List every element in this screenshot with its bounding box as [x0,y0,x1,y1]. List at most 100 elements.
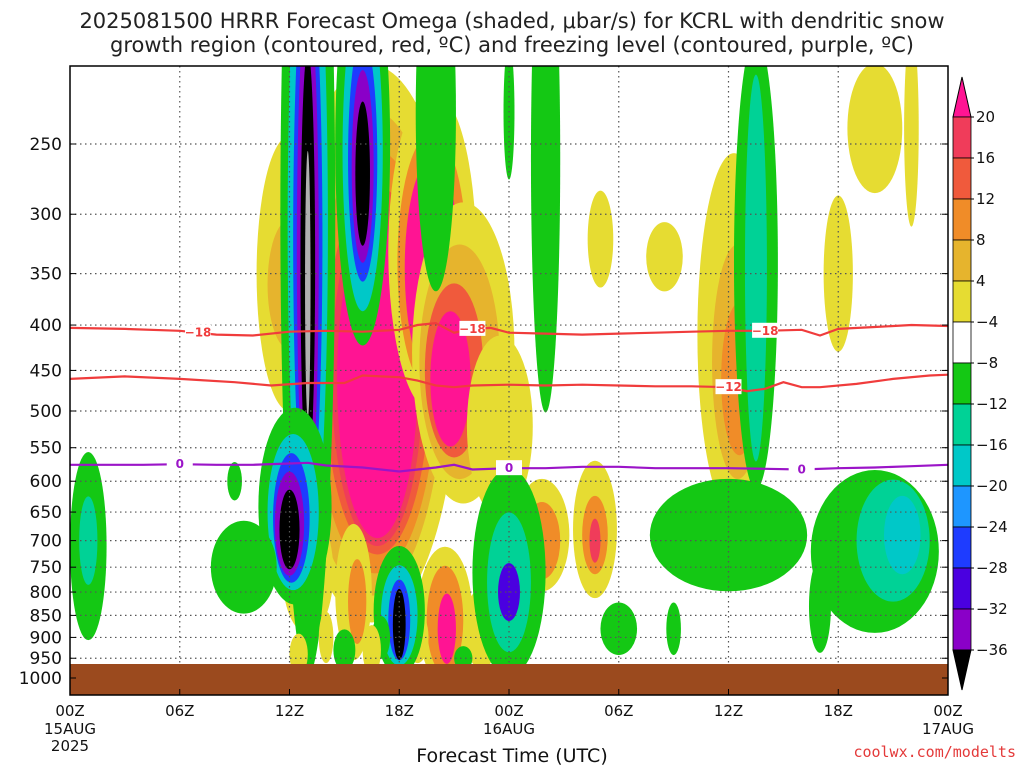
y-tick-label: 250 [30,135,62,155]
omega-cell [808,559,831,653]
colorbar-band [952,362,972,405]
contour-label--18: −18 [459,322,486,336]
colorbar-band [952,280,972,323]
contour-label-bg [185,324,212,340]
omega-cell [666,602,681,656]
contour--12 [70,373,948,393]
contour-label-bg [166,456,193,472]
colorbar-label: −28 [976,559,1008,577]
colorbar-band [952,526,972,569]
contour-label-bg [459,320,486,336]
colorbar-band [952,608,972,651]
y-tick-label: 400 [30,316,62,336]
grid-lines [70,66,948,695]
omega-cell [587,190,614,288]
colorbar-label: 12 [976,190,995,208]
x-tick-date: 16AUG [483,720,535,738]
colorbar-band [952,485,972,528]
y-tick-label: 350 [30,265,62,285]
colorbar-top-arrow [952,76,972,118]
colorbar-label: 20 [976,108,995,126]
y-tick-label: 1000 [19,669,62,689]
contour-label-bg [496,460,522,476]
contour-label-bg [788,461,815,477]
omega-cell [600,602,638,656]
y-axis-pressure: 2503003504004505005506006507007508008509… [19,135,948,689]
contour-layer: −18 −18 −18 −12 0 0 0 [70,320,948,477]
x-tick-year: 2025 [51,737,89,755]
omega-cell [437,593,456,664]
colorbar-label: −32 [976,600,1008,618]
omega-cell [392,588,406,660]
contour-label--18: −18 [752,324,779,338]
omega-cell [649,478,808,592]
contour--18 [70,321,948,337]
omega-shading-layer [70,66,939,685]
colorbar-label: 4 [976,272,986,290]
y-tick-label: 950 [30,649,62,669]
y-tick-label: 700 [30,532,62,552]
x-tick-label: 06Z [165,702,194,720]
contour-label-0: 0 [176,457,184,471]
x-tick-label: 18Z [824,702,853,720]
chart-title-line1: 2025081500 HRRR Forecast Omega (shaded, … [79,9,945,33]
omega-cell [79,496,98,585]
colorbar-label: −16 [976,436,1008,454]
colorbar-label: −36 [976,641,1008,659]
colorbar: 20 16 12 8 4 −4 −8 −12 −16 −20 −24 −28 −32 −36 [952,76,1008,691]
colorbar-band [952,157,972,200]
contour-label-0: 0 [505,461,513,475]
colorbar-label: −20 [976,477,1008,495]
y-tick-label: 900 [30,628,62,648]
omega-cell [883,495,921,575]
colorbar-label: −12 [976,395,1008,413]
omega-cell [279,489,300,570]
omega-cell [823,195,853,352]
colorbar-band [952,444,972,487]
colorbar-label: −4 [976,313,998,331]
omega-cell [333,629,356,671]
contour-label-bg [715,379,742,395]
colorbar-band [952,567,972,610]
omega-cell [904,66,919,227]
omega-cell [847,66,903,194]
omega-cell [415,66,456,292]
x-tick-label: 00Z [55,702,84,720]
colorbar-band [952,403,972,446]
omega-cell [589,518,601,563]
chart-title-line2: growth region (contoured, red, ºC) and f… [110,33,914,57]
y-tick-label: 600 [30,472,62,492]
x-axis-title: Forecast Time (UTC) [416,745,608,767]
contour-label-0: 0 [797,462,805,476]
y-tick-label: 850 [30,606,62,626]
omega-cell [305,150,311,418]
colorbar-band [952,321,972,364]
omega-cell [744,74,767,462]
omega-cell [503,66,515,180]
site-credit[interactable]: coolwx.com/modelts [853,743,1016,761]
y-tick-label: 300 [30,205,62,225]
x-tick-label: 06Z [604,702,633,720]
omega-cell [430,311,471,447]
omega-cell [646,222,683,292]
y-tick-label: 550 [30,439,62,459]
x-tick-date: 17AUG [922,720,974,738]
y-tick-label: 750 [30,558,62,578]
x-tick-date: 15AUG [44,720,96,738]
x-tick-label: 00Z [933,702,962,720]
omega-cell [348,559,367,645]
omega-cell [530,66,561,413]
colorbar-label: −8 [976,354,998,372]
y-tick-label: 800 [30,583,62,603]
omega-cell [227,461,242,501]
x-tick-label: 12Z [275,702,304,720]
contour-label-bg [752,322,779,338]
colorbar-band [952,116,972,159]
omega-cell [355,101,370,246]
colorbar-label: 8 [976,231,986,249]
y-tick-label: 500 [30,402,62,422]
x-tick-label: 18Z [385,702,414,720]
y-tick-label: 650 [30,503,62,523]
